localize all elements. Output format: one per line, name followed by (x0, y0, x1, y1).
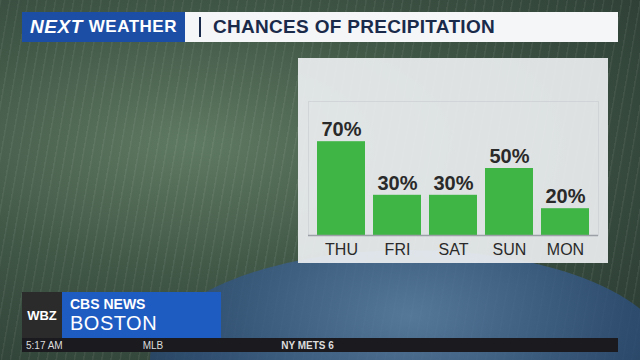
svg-text:70%: 70% (321, 118, 361, 140)
svg-text:SUN: SUN (493, 241, 527, 258)
html-text:5:17 AM: 5:17 AM (26, 339, 63, 351)
html-text:BOSTON: BOSTON (70, 311, 158, 334)
svg-text:30%: 30% (433, 172, 473, 194)
html-text:WBZ: WBZ (27, 307, 57, 323)
html-text:NEXT WEATHER: NEXT WEATHER (30, 16, 177, 37)
html-text:CHANCES OF PRECIPITATION: CHANCES OF PRECIPITATION (213, 16, 495, 37)
html-text:MLB: MLB (142, 339, 164, 351)
html-text:CBS NEWS: CBS NEWS (70, 295, 146, 312)
html-text:NY METS 6: NY METS 6 (281, 339, 334, 351)
svg-text:SAT: SAT (439, 241, 469, 258)
svg-text:30%: 30% (377, 172, 417, 194)
svg-text:20%: 20% (545, 185, 585, 207)
svg-text:THU: THU (325, 241, 358, 258)
svg-text:MON: MON (547, 241, 584, 258)
svg-text:50%: 50% (489, 145, 529, 167)
svg-text:FRI: FRI (385, 241, 411, 258)
